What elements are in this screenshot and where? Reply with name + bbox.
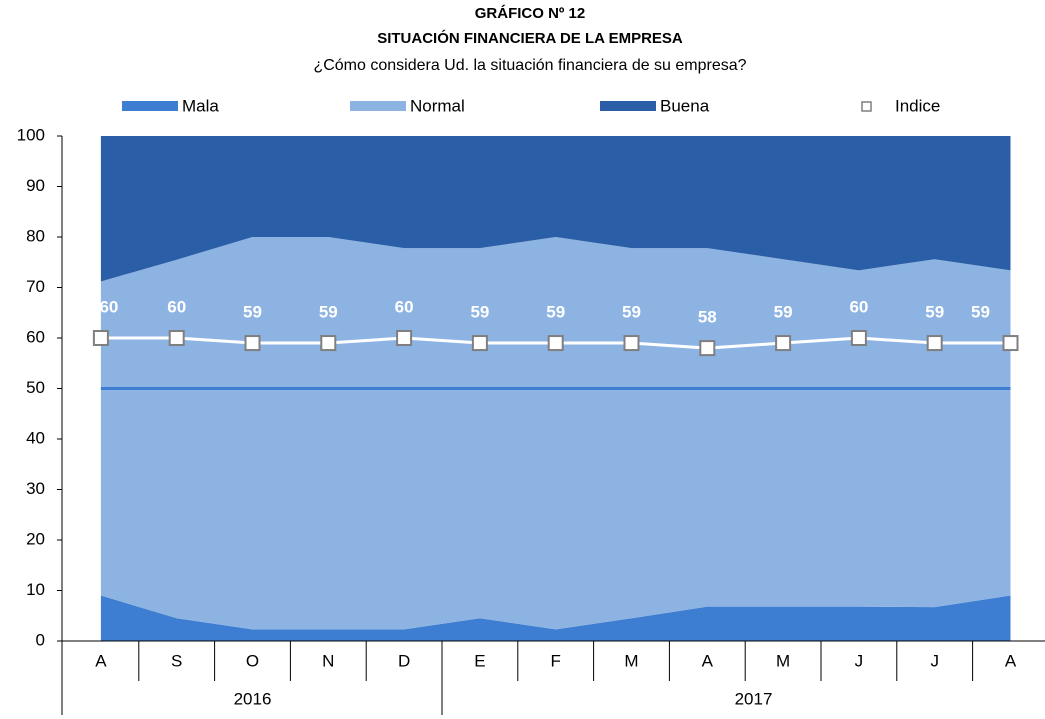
y-tick-label: 100	[17, 125, 45, 144]
x-tick-label: F	[551, 651, 561, 670]
x-tick-label: M	[776, 651, 790, 670]
x-tick-label: O	[246, 651, 259, 670]
x-tick-label: J	[930, 651, 939, 670]
legend-swatch	[350, 101, 406, 111]
index-marker	[168, 330, 185, 346]
index-marker	[92, 330, 109, 346]
x-tick-label: A	[702, 651, 714, 670]
y-tick-label: 80	[26, 226, 45, 245]
group-label: 2016	[234, 689, 272, 708]
y-tick-label: 20	[26, 529, 45, 548]
x-tick-label: A	[95, 651, 107, 670]
index-marker	[547, 335, 564, 352]
y-tick-label: 0	[36, 630, 45, 649]
legend-marker	[861, 101, 872, 112]
x-tick-label: N	[322, 651, 334, 670]
x-tick-label: E	[474, 651, 485, 670]
y-tick-label: 90	[26, 176, 45, 195]
index-label: 59	[774, 303, 793, 322]
group-label: 2017	[735, 689, 773, 708]
index-marker	[623, 335, 640, 352]
index-marker	[244, 335, 261, 352]
index-label: 59	[971, 303, 990, 322]
index-label: 60	[849, 297, 868, 316]
index-label: 59	[243, 303, 262, 322]
legend-swatch	[122, 101, 178, 111]
index-label: 59	[622, 303, 641, 322]
legend-label: Indice	[895, 96, 940, 115]
y-tick-label: 40	[26, 428, 45, 447]
y-tick-label: 10	[26, 580, 45, 599]
x-tick-label: D	[398, 651, 410, 670]
index-marker	[396, 330, 413, 346]
index-label: 59	[470, 303, 489, 322]
index-label: 60	[99, 297, 118, 316]
chart-title: GRÁFICO Nº 12	[475, 5, 586, 22]
x-tick-label: A	[1005, 651, 1017, 670]
index-marker	[320, 335, 337, 352]
legend-label: Normal	[410, 96, 465, 115]
y-tick-label: 50	[26, 378, 45, 397]
legend-label: Mala	[182, 96, 219, 115]
area	[100, 595, 1011, 641]
x-tick-label: M	[624, 651, 638, 670]
y-tick-label: 60	[26, 327, 45, 346]
area	[100, 237, 1011, 630]
x-tick-label: S	[171, 651, 182, 670]
index-marker	[1002, 335, 1019, 352]
index-marker	[699, 340, 716, 357]
index-marker	[926, 335, 943, 352]
chart-subtitle: SITUACIÓN FINANCIERA DE LA EMPRESA	[377, 29, 683, 47]
index-label: 59	[925, 303, 944, 322]
x-tick-label: J	[855, 651, 864, 670]
index-marker	[850, 330, 867, 346]
index-label: 60	[167, 297, 186, 316]
chart-question: ¿Cómo considera Ud. la situación financi…	[313, 57, 746, 74]
index-marker	[775, 335, 792, 352]
y-tick-label: 70	[26, 277, 45, 296]
index-label: 60	[395, 297, 414, 316]
index-marker	[471, 335, 488, 352]
index-label: 58	[698, 308, 717, 327]
y-tick-label: 30	[26, 479, 45, 498]
legend-label: Buena	[660, 96, 710, 115]
index-label: 59	[319, 303, 338, 322]
area	[100, 136, 1011, 282]
index-label: 59	[546, 303, 565, 322]
legend-swatch	[600, 101, 656, 111]
